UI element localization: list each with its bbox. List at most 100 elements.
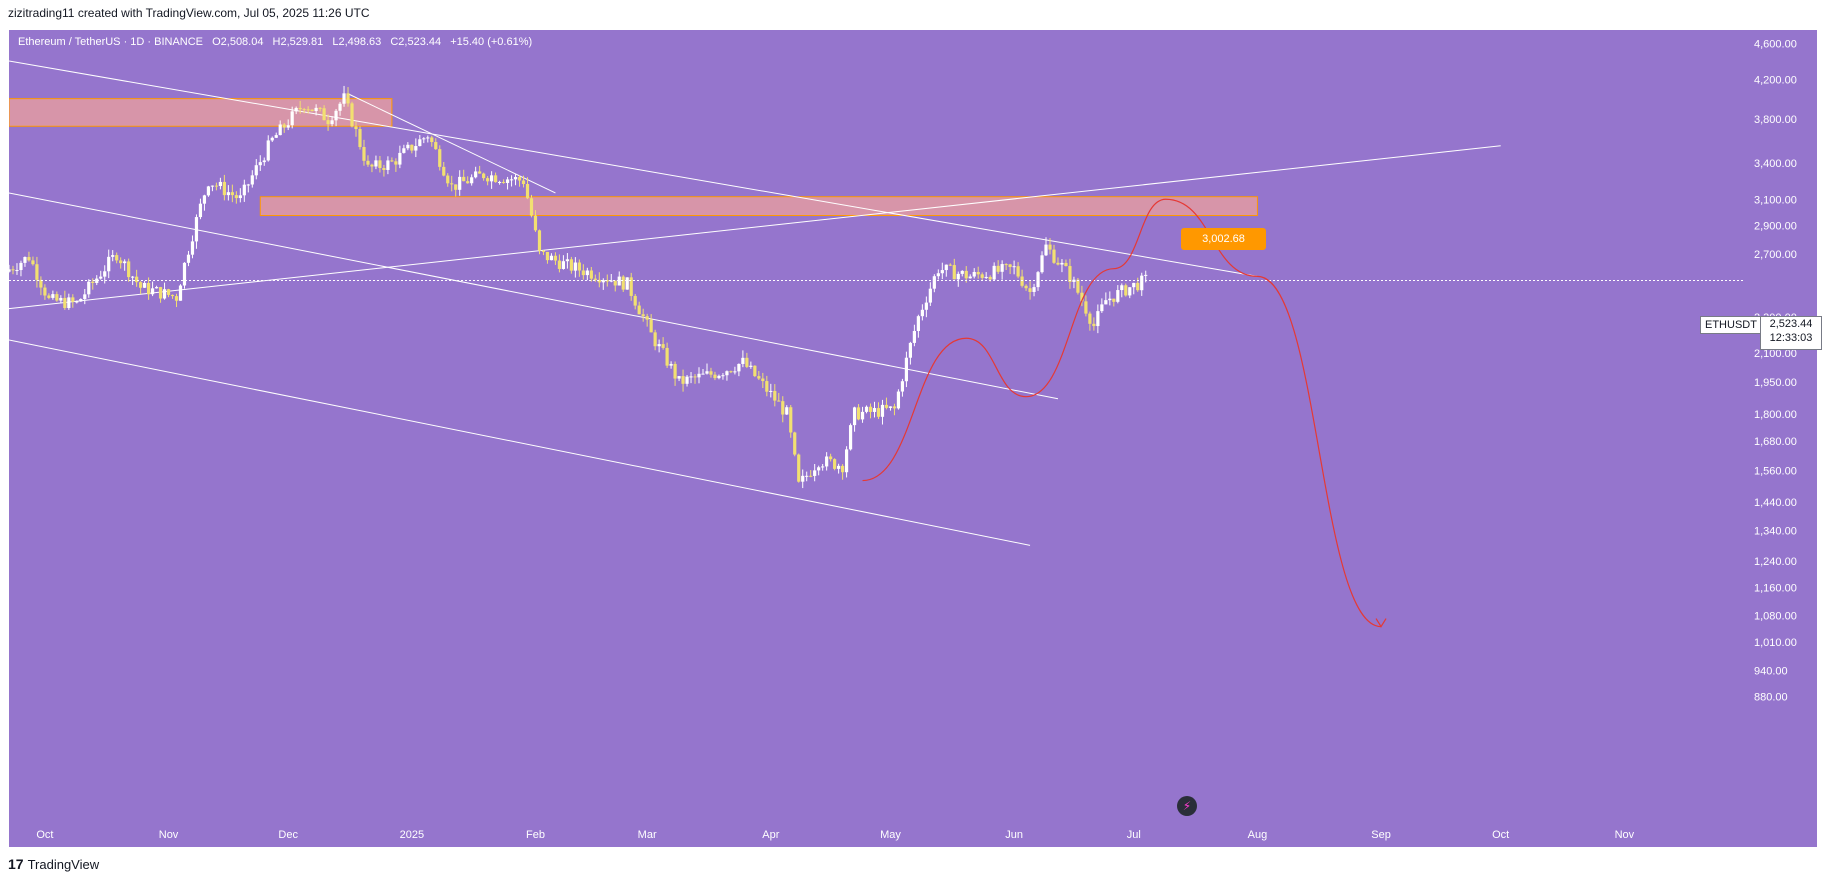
candle-body [1108,298,1112,301]
y-tick-label: 880.00 [1754,691,1788,703]
y-tick-label: 4,200.00 [1754,74,1797,86]
candle-body [793,432,797,455]
chart-attribution: zizitrading11 created with TradingView.c… [8,6,370,20]
candle-body [294,107,298,112]
candle-body [1140,275,1144,291]
x-tick-label: Jun [1005,829,1023,841]
candle-body [741,357,745,364]
candle-body [354,126,358,130]
candle-body [414,146,418,151]
legend-low: L2,498.63 [332,36,382,48]
candle-body [609,280,613,282]
y-tick-label: 1,800.00 [1754,409,1797,421]
x-tick-label: Apr [762,829,779,841]
candle-body [254,165,258,176]
candle-body [1084,301,1088,314]
candle-body [306,109,310,111]
y-tick-label: 1,240.00 [1754,556,1797,568]
candle-body [446,175,450,184]
candle-body [398,152,402,165]
candle-body [749,365,753,367]
candle-body [386,160,390,170]
candle-body [154,287,159,289]
y-tick-label: 1,080.00 [1754,610,1797,622]
x-tick-label: Sep [1371,829,1391,841]
candle-body [825,456,829,467]
candle-body [418,139,422,147]
x-tick-label: Mar [638,829,657,841]
candle-body [637,305,641,315]
candle-body [51,294,55,298]
candle-body [119,260,123,264]
candle-body [95,278,99,283]
candle-body [848,425,853,450]
candle-body [9,269,11,272]
candle-body [143,282,147,288]
x-tick-label: 2025 [400,829,424,841]
candle-body [314,107,318,111]
candle-body [505,179,510,183]
candle-body [71,297,75,302]
candle-body [79,299,83,302]
lightning-icon[interactable]: ⚡ [1177,796,1197,816]
candle-body [190,241,195,255]
legend-change: +15.40 (+0.61%) [450,36,533,48]
candle-body [593,278,597,280]
candle-body [178,285,183,301]
y-tick-label: 1,010.00 [1754,637,1797,649]
candle-body [932,276,936,289]
candle-body [1004,264,1008,266]
candle-body [517,177,522,181]
candle-body [374,160,378,167]
price-chart-svg: 4,600.00 4,200.00 3,800.00 3,400.00 3,100.00… [9,30,1817,847]
chart-pane[interactable]: 4,600.00 4,200.00 3,800.00 3,400.00 3,100.00… [9,30,1817,847]
candle-body [629,277,633,296]
candle-body [146,282,151,295]
candle-body [856,407,861,420]
candle-body [382,167,386,170]
candle-body [948,264,952,266]
candle-body [186,254,191,263]
candle-body [681,376,685,384]
candle-body [837,465,841,469]
candle-body [230,192,234,196]
candle-body [1008,264,1012,267]
candle-body [641,314,645,317]
candle-body [777,400,781,402]
candle-body [19,262,23,271]
candle-body [733,371,737,373]
candle-body [900,381,905,392]
y-tick-label: 1,950.00 [1754,377,1797,389]
x-tick-label: Nov [159,829,179,841]
candle-body [322,108,326,121]
candle-body [410,144,414,151]
candle-body [1044,244,1048,256]
candle-body [525,184,530,199]
candle-body [513,177,518,180]
x-tick-label: Aug [1248,829,1268,841]
candle-body [442,166,446,176]
candle-body [653,332,657,347]
candle-body [358,129,362,148]
candle-body [952,265,956,280]
candle-body [350,103,354,127]
candle-body [39,279,43,288]
candle-body [521,180,526,185]
candle-body [1132,282,1136,288]
candle-body [924,302,928,310]
candle-body [162,289,167,299]
candle-body [75,301,79,303]
candle-body [210,185,215,187]
candle-body [63,297,67,309]
candle-body [1128,287,1132,296]
candle-body [621,276,625,290]
candle-body [123,261,127,264]
candle-body [657,344,661,347]
candle-body [753,365,757,377]
candle-body [1064,262,1068,267]
candle-body [270,137,274,141]
candle-body [765,381,769,392]
candle-body [553,255,558,261]
candle-body [761,378,765,382]
candle-body [633,295,637,306]
